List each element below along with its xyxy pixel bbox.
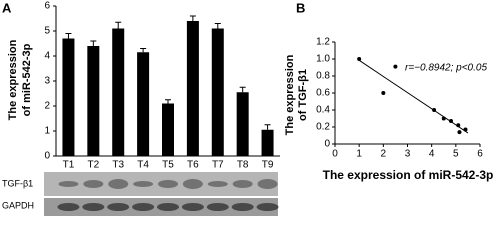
y-tick-label: 3 <box>44 76 50 87</box>
point <box>449 119 453 124</box>
x-tick-label: T7 <box>212 160 224 171</box>
blot-band <box>158 180 178 188</box>
x-axis-label: The expression of miR-542-3p <box>323 168 494 182</box>
y-tick-label: 0.8 <box>316 71 330 82</box>
y-tick-label: 0.2 <box>316 122 330 133</box>
blot-band <box>206 203 229 211</box>
point <box>357 57 362 61</box>
blot-band <box>157 203 179 211</box>
blot-band <box>257 179 278 189</box>
x-tick-label: 1 <box>356 149 362 160</box>
y-tick-label: 0 <box>44 151 50 162</box>
bar <box>236 92 249 156</box>
bar <box>186 21 199 156</box>
blot-band <box>133 181 154 187</box>
blot-band <box>132 203 155 211</box>
x-tick-label: 4 <box>429 149 435 160</box>
blot-label: TGF-β1 <box>2 178 33 188</box>
bar <box>211 28 224 156</box>
y-tick-label: 0.6 <box>316 88 330 99</box>
bar <box>261 129 274 156</box>
y-tick-label: 0 <box>324 139 330 150</box>
bar <box>162 103 174 156</box>
y-axis-label: of TGF-β1 <box>297 69 309 121</box>
blot-band <box>82 203 105 211</box>
blot-band <box>57 203 80 211</box>
x-tick-label: T6 <box>187 160 199 171</box>
y-axis-label: The expression <box>284 54 296 135</box>
blot-label: GAPDH <box>2 200 34 210</box>
point <box>463 127 468 132</box>
blot-band <box>232 180 253 188</box>
y-tick-label: 2 <box>44 101 50 112</box>
blot-band <box>182 179 203 189</box>
annotation: r=−0.8942; p<0.05 <box>405 63 487 74</box>
panel-label: B <box>296 0 305 15</box>
x-tick-label: 5 <box>453 149 459 160</box>
y-axis-label: of miR-542-3p <box>21 43 33 116</box>
blot-band <box>83 180 104 188</box>
bar <box>62 38 75 156</box>
x-tick-label: 3 <box>405 149 411 160</box>
y-axis-label: The expression <box>7 39 19 120</box>
bar <box>112 28 125 156</box>
x-tick-label: 2 <box>381 149 387 160</box>
x-tick-label: T2 <box>87 160 99 171</box>
x-tick-label: 0 <box>332 149 338 160</box>
blot-band <box>107 203 130 211</box>
blot-band <box>207 181 228 187</box>
x-tick-label: T5 <box>162 160 174 171</box>
y-tick-label: 5 <box>44 26 50 37</box>
y-tick-label: 0.4 <box>316 105 330 116</box>
blot-band <box>108 179 129 189</box>
point <box>393 64 398 69</box>
x-tick-label: T9 <box>262 160 274 171</box>
bar <box>87 46 100 156</box>
x-tick-label: 6 <box>477 149 483 160</box>
x-tick-label: T8 <box>237 160 249 171</box>
point <box>457 130 462 135</box>
y-tick-label: 4 <box>44 51 50 62</box>
x-tick-label: T3 <box>112 160 124 171</box>
bar <box>137 52 150 156</box>
point <box>381 91 386 95</box>
point <box>441 116 446 121</box>
y-tick-label: 1.2 <box>316 37 330 48</box>
x-tick-label: T1 <box>63 160 75 171</box>
blot-band <box>231 203 254 211</box>
figure: A The expression of miR-542-3p B The exp… <box>2 0 494 216</box>
point <box>432 108 437 112</box>
y-tick-label: 6 <box>44 1 50 12</box>
y-tick-label: 1 <box>44 126 50 137</box>
blot-band <box>256 203 279 211</box>
y-tick-label: 1.0 <box>316 54 330 65</box>
blot-band <box>181 203 204 211</box>
x-tick-label: T4 <box>137 160 149 171</box>
blot-band <box>58 181 79 187</box>
panel-label: A <box>2 0 12 15</box>
point <box>456 123 461 128</box>
